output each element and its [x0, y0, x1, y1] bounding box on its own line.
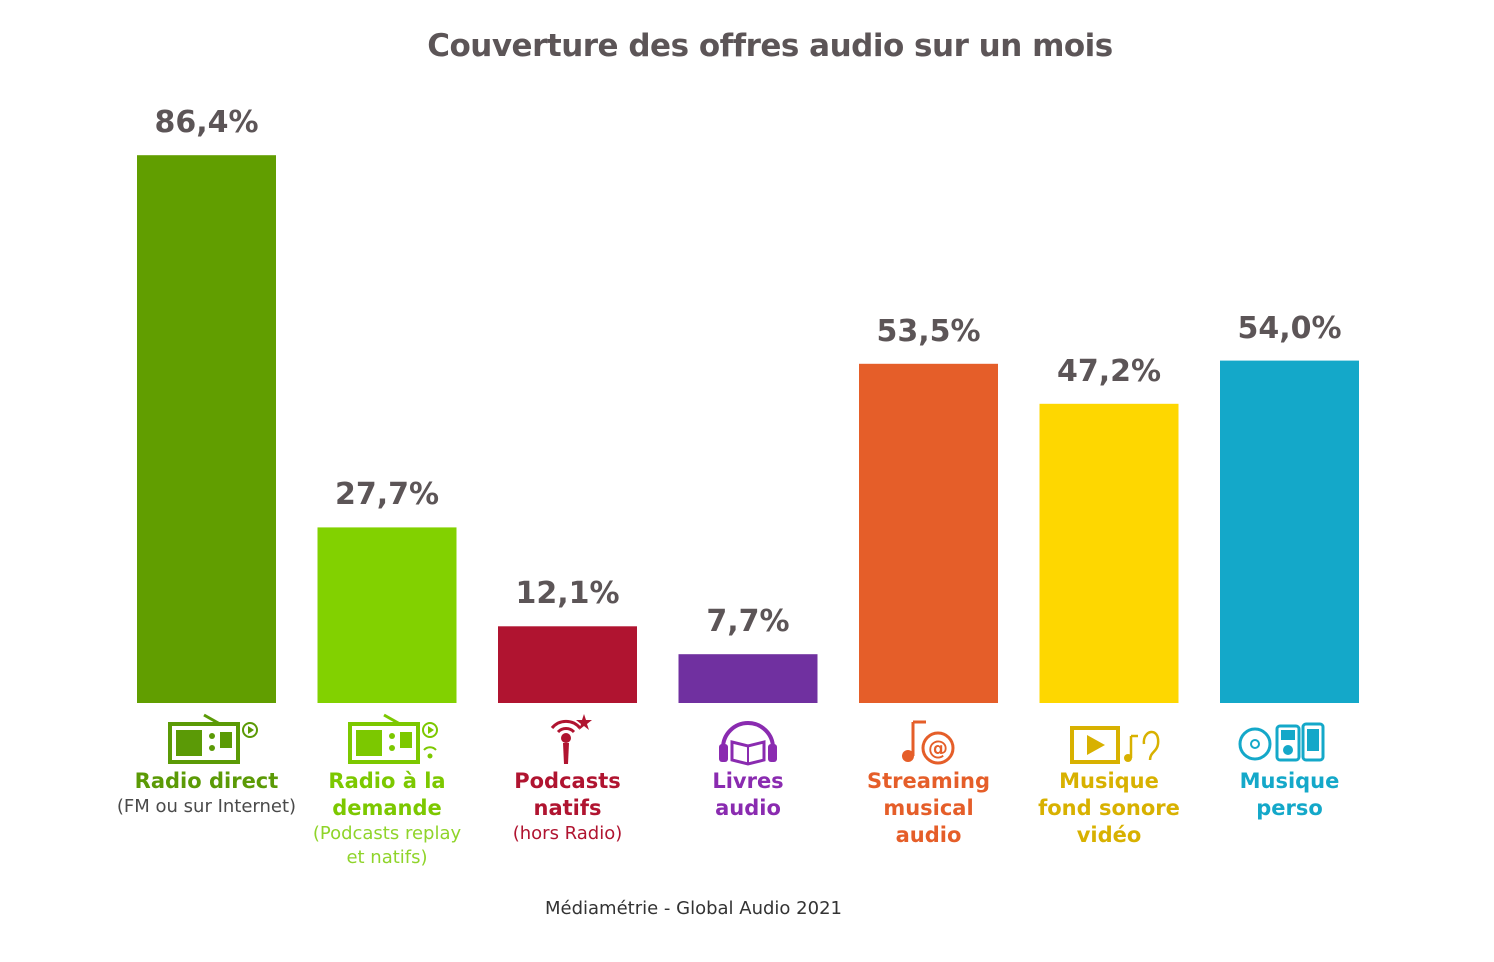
headphones-book-icon: [678, 712, 818, 768]
radio-podcast-icon: [317, 712, 457, 768]
video-music-ear-icon: [1039, 712, 1179, 768]
category-sublabel-2: (hors Radio): [512, 823, 623, 844]
category-label-1: Radio à la demande: [328, 769, 446, 820]
value-label-1: 27,7%: [334, 477, 440, 513]
bar-4: [859, 363, 998, 703]
podcast-antenna-icon: [498, 712, 638, 768]
value-label-6: 54,0%: [1237, 310, 1342, 346]
bar-0: [137, 155, 276, 703]
value-label-3: 7,7%: [706, 604, 790, 640]
cd-ipod-phone-icon: [1220, 712, 1360, 768]
category-label-5: Musique fond sonore vidéo: [1038, 769, 1180, 847]
value-label-0: 86,4%: [154, 105, 259, 141]
value-label-2: 12,1%: [515, 576, 620, 612]
category-label-2: Podcasts natifs: [514, 769, 621, 820]
value-label-5: 47,2%: [1056, 353, 1162, 389]
category-sublabel-1: (Podcasts replay et natifs): [312, 823, 462, 868]
category-label-6: Musique perso: [1239, 769, 1340, 820]
radio-play-icon: [137, 712, 277, 768]
category-label-0: Radio direct: [134, 769, 279, 793]
bar-2: [498, 626, 637, 703]
music-at-icon: @: [859, 712, 999, 768]
value-label-4: 53,5%: [876, 313, 981, 349]
bar-5: [1039, 403, 1179, 703]
category-sublabel-0: (FM ou sur Internet): [116, 796, 297, 817]
category-label-3: Livres audio: [712, 769, 784, 820]
source-note: Médiamétrie - Global Audio 2021: [545, 898, 842, 919]
bar-6: [1220, 360, 1359, 703]
category-label-4: Streaming musical audio: [867, 769, 990, 847]
bar-1: [317, 527, 457, 703]
svg-text:@: @: [928, 736, 948, 760]
chart-title: Couverture des offres audio sur un mois: [427, 28, 1113, 64]
bar-3: [678, 654, 818, 703]
